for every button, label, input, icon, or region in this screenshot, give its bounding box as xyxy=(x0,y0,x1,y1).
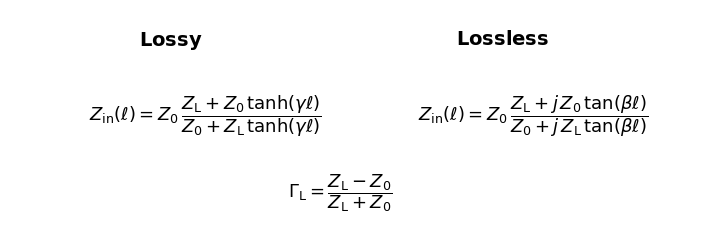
Text: $\mathbf{Lossy}$: $\mathbf{Lossy}$ xyxy=(139,30,203,52)
Text: $Z_{\mathrm{in}}(\ell) = Z_0\,\dfrac{Z_{\mathrm{L}} + j\,Z_0\,\tan(\beta\ell)}{Z: $Z_{\mathrm{in}}(\ell) = Z_0\,\dfrac{Z_{… xyxy=(418,93,648,139)
Text: $\mathbf{Lossless}$: $\mathbf{Lossless}$ xyxy=(456,30,549,49)
Text: $Z_{\mathrm{in}}(\ell) = Z_0\,\dfrac{Z_{\mathrm{L}} + Z_0\,\tanh(\gamma\ell)}{Z_: $Z_{\mathrm{in}}(\ell) = Z_0\,\dfrac{Z_{… xyxy=(90,93,322,139)
Text: $\Gamma_{\mathrm{L}} = \dfrac{Z_{\mathrm{L}} - Z_0}{Z_{\mathrm{L}} + Z_0}$: $\Gamma_{\mathrm{L}} = \dfrac{Z_{\mathrm… xyxy=(287,172,393,214)
